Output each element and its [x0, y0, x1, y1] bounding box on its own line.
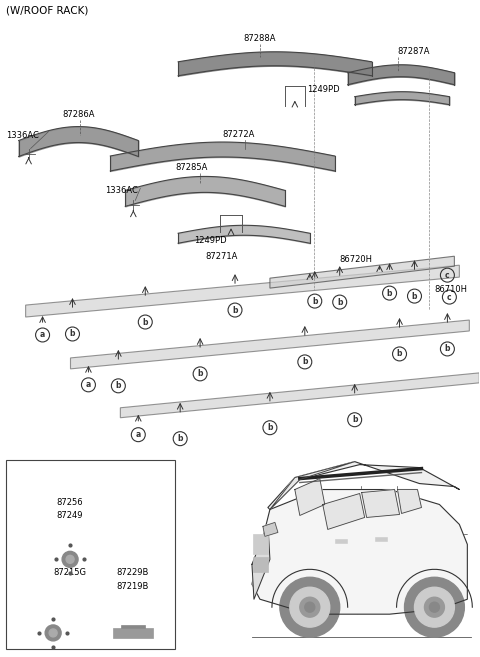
- Text: 87285A: 87285A: [175, 164, 207, 172]
- Polygon shape: [268, 462, 459, 509]
- Text: b: b: [178, 434, 183, 443]
- Bar: [335, 539, 347, 543]
- FancyBboxPatch shape: [6, 460, 175, 649]
- Text: a: a: [40, 330, 45, 340]
- Circle shape: [49, 629, 57, 637]
- Polygon shape: [263, 522, 278, 536]
- Text: c: c: [445, 271, 450, 280]
- Text: b: b: [232, 306, 238, 315]
- Bar: [121, 625, 145, 628]
- Text: b: b: [197, 369, 203, 378]
- Text: b: b: [302, 357, 308, 367]
- Text: b: b: [397, 350, 402, 359]
- Circle shape: [424, 597, 444, 617]
- Polygon shape: [323, 493, 365, 530]
- Text: a: a: [86, 380, 91, 390]
- Text: a: a: [15, 468, 20, 474]
- Text: b: b: [444, 344, 450, 353]
- Text: b: b: [116, 381, 121, 390]
- Text: 87288A: 87288A: [244, 34, 276, 43]
- Bar: [253, 534, 268, 555]
- Polygon shape: [25, 265, 459, 317]
- Bar: [374, 537, 386, 541]
- Text: b: b: [70, 329, 75, 338]
- Text: 87229B: 87229B: [117, 568, 149, 577]
- Text: b: b: [143, 317, 148, 327]
- Text: b: b: [337, 298, 342, 307]
- Polygon shape: [270, 462, 355, 509]
- Polygon shape: [270, 256, 455, 288]
- Text: b: b: [312, 296, 318, 306]
- Text: 87215G: 87215G: [54, 568, 86, 577]
- Text: a: a: [136, 430, 141, 439]
- Polygon shape: [295, 478, 325, 516]
- Text: 87256: 87256: [57, 497, 84, 507]
- Polygon shape: [252, 524, 270, 599]
- Text: 87272A: 87272A: [222, 129, 254, 139]
- Text: 1336AC: 1336AC: [6, 131, 38, 139]
- Text: b: b: [15, 567, 20, 573]
- Circle shape: [300, 597, 320, 617]
- Text: 1249PD: 1249PD: [307, 85, 339, 94]
- Text: c: c: [100, 567, 105, 573]
- Circle shape: [66, 555, 74, 563]
- Circle shape: [430, 602, 439, 612]
- Circle shape: [405, 578, 464, 637]
- Circle shape: [415, 587, 455, 627]
- Text: 87219B: 87219B: [117, 582, 149, 591]
- Circle shape: [290, 587, 330, 627]
- Text: 87271A: 87271A: [205, 252, 238, 261]
- Text: 86710H: 86710H: [434, 285, 468, 294]
- Text: c: c: [447, 292, 452, 302]
- Text: 1336AC: 1336AC: [106, 187, 138, 195]
- Polygon shape: [252, 489, 468, 614]
- Polygon shape: [71, 320, 469, 369]
- Text: 1249PD: 1249PD: [194, 237, 227, 245]
- Text: b: b: [412, 292, 417, 301]
- Polygon shape: [397, 489, 421, 514]
- Text: 87287A: 87287A: [397, 47, 430, 56]
- Circle shape: [62, 551, 78, 567]
- Circle shape: [45, 625, 61, 641]
- Circle shape: [305, 602, 315, 612]
- Circle shape: [280, 578, 340, 637]
- Text: (W/ROOF RACK): (W/ROOF RACK): [6, 6, 88, 16]
- Text: 87249: 87249: [57, 511, 84, 520]
- Text: b: b: [387, 288, 392, 298]
- Text: 87286A: 87286A: [62, 110, 95, 119]
- Polygon shape: [120, 373, 480, 418]
- Bar: [253, 557, 268, 572]
- Polygon shape: [361, 489, 399, 518]
- Bar: [113, 628, 153, 638]
- Text: b: b: [267, 423, 273, 432]
- Text: b: b: [352, 415, 358, 424]
- Text: 86720H: 86720H: [340, 255, 372, 264]
